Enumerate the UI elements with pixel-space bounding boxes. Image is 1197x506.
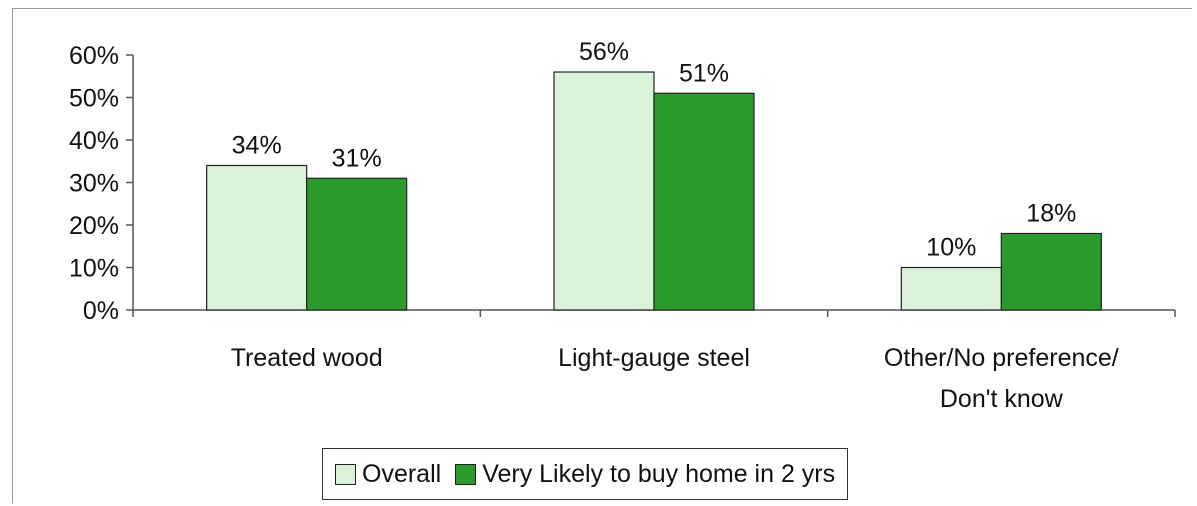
data-label: 34% (232, 132, 282, 160)
legend-label-very-likely: Very Likely to buy home in 2 yrs (482, 459, 836, 488)
bar (553, 71, 655, 311)
bar (653, 92, 755, 311)
bar (1000, 232, 1102, 311)
data-label: 56% (579, 38, 629, 66)
y-tick-label: 60% (69, 42, 119, 70)
y-tick-label: 0% (83, 297, 119, 325)
data-labels: 34% 31% 56% 51% 10% 18% (232, 38, 1077, 262)
bar (206, 164, 308, 311)
y-tick-label: 20% (69, 212, 119, 240)
y-tick-label: 10% (69, 255, 119, 283)
category-label: Other/No preference/ (884, 344, 1119, 372)
legend-item-very-likely: Very Likely to buy home in 2 yrs (455, 460, 835, 489)
category-label: Light-gauge steel (558, 344, 750, 372)
legend-label-overall: Overall (362, 459, 442, 488)
y-tick-label: 30% (69, 170, 119, 198)
category-label: Don't know (940, 385, 1064, 413)
data-label: 18% (1026, 200, 1076, 228)
bar (900, 266, 1002, 311)
legend-swatch-overall (335, 463, 356, 485)
chart-frame (12, 8, 1192, 503)
data-label: 31% (332, 144, 382, 172)
category-label: Treated wood (231, 344, 383, 372)
y-tick-label: 40% (69, 127, 119, 155)
y-tick-label: 50% (69, 85, 119, 113)
legend: Overall Very Likely to buy home in 2 yrs (322, 448, 849, 500)
data-label: 10% (926, 234, 976, 262)
bar (306, 177, 408, 311)
legend-swatch-very-likely (455, 463, 477, 485)
data-label: 51% (679, 59, 729, 87)
axes: 0% 10% 20% 30% 40% 50% 60% Treated wood Light-ga… (69, 42, 1176, 413)
bars (206, 71, 1102, 311)
legend-item-overall: Overall (335, 460, 441, 489)
